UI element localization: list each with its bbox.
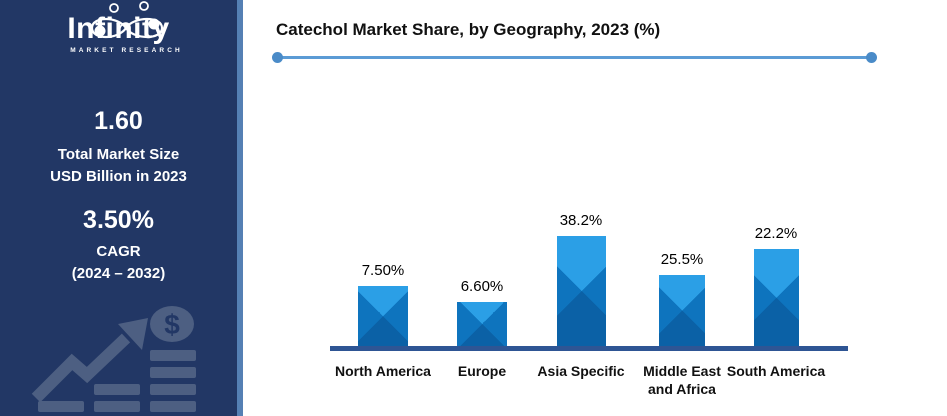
stat-cagr-value: 3.50% — [83, 206, 154, 234]
bar-category-label: Asia Specific — [537, 363, 625, 379]
sidebar: Infinity MARKET RESEARCH 1.60 Total Mark… — [0, 0, 237, 416]
stat-market-size-caption-line1: Total Market Size — [57, 146, 180, 163]
dollar-sign-icon: $ — [164, 309, 180, 340]
bar — [358, 286, 408, 346]
stat-market-size-value: 1.60 — [94, 107, 143, 135]
bar — [753, 249, 799, 346]
stat-cagr-caption-line2: (2024 – 2032) — [71, 265, 166, 282]
chart-title: Catechol Market Share, by Geography, 202… — [276, 20, 661, 39]
stat-market-size-caption: Total Market Size USD Billion in 2023 — [0, 144, 237, 188]
bar-value-label: 38.2% — [559, 212, 603, 229]
growth-chart-dollar-icon: $ — [31, 306, 196, 412]
bar-column: 7.50% — [358, 262, 408, 346]
bar — [457, 302, 507, 346]
bar-column: 25.5% — [659, 251, 705, 346]
bar-column: 22.2% — [753, 225, 799, 346]
underline-left-dot-icon — [272, 52, 283, 63]
brand-tagline: MARKET RESEARCH — [70, 47, 183, 54]
bar-column: 6.60% — [457, 278, 507, 346]
bar-value-label: 7.50% — [361, 262, 405, 279]
x-axis-line — [330, 346, 848, 351]
sidebar-accent-strip — [237, 0, 243, 416]
stat-cagr-caption-line1: CAGR — [96, 243, 141, 260]
bar — [556, 236, 606, 346]
brand-name: Infinity — [67, 12, 170, 45]
stat-cagr-caption: CAGR (2024 – 2032) — [0, 241, 237, 285]
bar-value-label: 25.5% — [660, 251, 704, 268]
underline-right-dot-icon — [866, 52, 877, 63]
bar-value-label: 22.2% — [754, 225, 798, 242]
title-underline — [278, 56, 872, 59]
bar-category-label: North America — [335, 363, 431, 379]
bar-value-label: 6.60% — [460, 278, 504, 295]
bar — [659, 275, 705, 346]
bar-category-label: Middle East and Africa — [643, 363, 721, 397]
bar-category-label: South America — [726, 363, 826, 379]
bar-column: 38.2% — [556, 212, 606, 346]
bar-category-label: Europe — [457, 363, 507, 379]
stat-market-size-caption-line2: USD Billion in 2023 — [50, 168, 187, 185]
